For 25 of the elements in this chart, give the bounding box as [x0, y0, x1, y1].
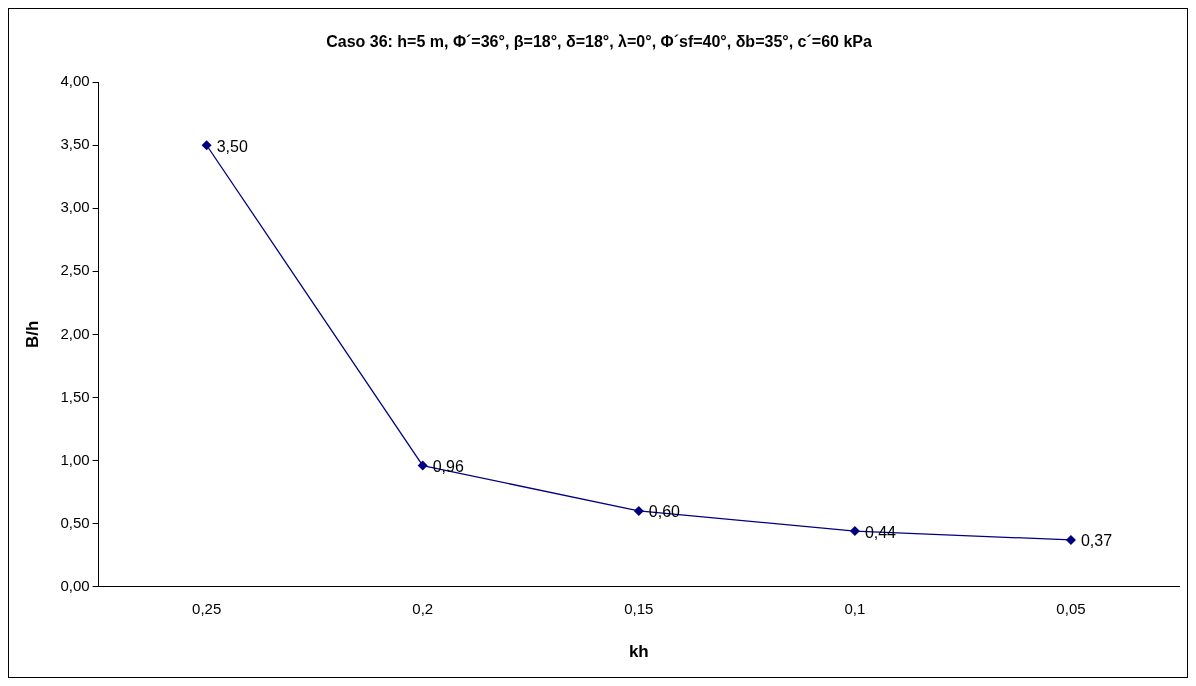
y-tick-label: 2,00: [60, 324, 90, 342]
y-tick-label: 0,00: [60, 576, 90, 594]
point: [633, 505, 644, 516]
x-tick-label: 0,25: [192, 599, 222, 617]
y-tick-label: 4,00: [60, 72, 90, 90]
y-tick-label: 1,50: [60, 387, 90, 405]
point: [1065, 534, 1076, 545]
data-label: 3,50: [216, 137, 248, 155]
x-axis-title: kh: [628, 642, 649, 662]
point: [849, 526, 860, 537]
chart-title: Caso 36: h=5 m, Φ´=36°, β=18°, δ=18°, λ=0°, Φ´sf=40°, δb=35°, c´=60 kPa: [326, 33, 872, 51]
x-tick-label: 0,15: [624, 599, 654, 617]
x-tick-label: 0,1: [844, 599, 866, 617]
x-tick-label: 0,2: [412, 599, 434, 617]
data-label: 0,96: [432, 457, 464, 475]
y-axis-title: B/h: [22, 320, 42, 349]
y-tick-label: 0,50: [60, 513, 90, 531]
x-tick-label: 0,05: [1056, 599, 1086, 617]
y-tick-label: 2,50: [60, 261, 90, 279]
y-tick-label: 3,50: [60, 135, 90, 153]
y-tick-label: 1,00: [60, 450, 90, 468]
data-label: 0,37: [1080, 532, 1113, 550]
y-tick-label: 3,00: [60, 198, 90, 216]
point: [201, 140, 212, 151]
point: [417, 460, 428, 471]
